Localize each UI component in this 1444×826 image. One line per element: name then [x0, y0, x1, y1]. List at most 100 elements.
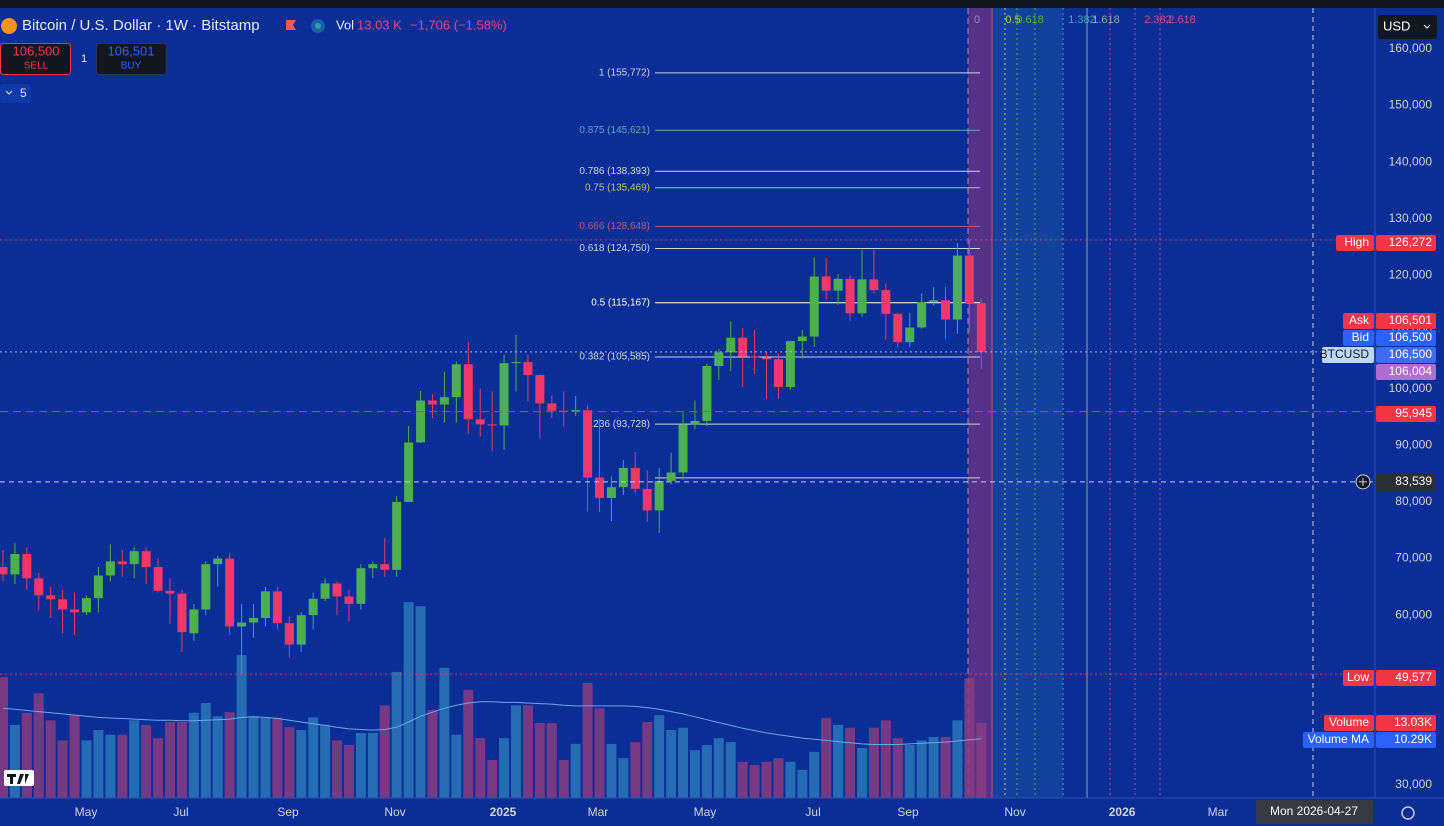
volume-bar: [570, 743, 581, 798]
candle-body: [225, 558, 235, 627]
indicator-count[interactable]: 5: [20, 86, 27, 100]
volume-bar: [976, 722, 987, 798]
candle-body: [511, 362, 521, 364]
candle-body: [153, 567, 163, 591]
volume-label-name: Volume: [1329, 715, 1369, 729]
x-tick-label: May: [694, 805, 717, 819]
candle-body: [666, 472, 676, 481]
volume-bar: [833, 724, 844, 798]
price-label-name: BTCUSD: [1320, 347, 1370, 361]
price-label-box: [1376, 406, 1436, 422]
candle-body: [463, 364, 473, 420]
candle-body: [833, 278, 843, 291]
candle-body: [34, 578, 44, 596]
candle-body: [714, 352, 724, 366]
candle-body: [762, 357, 772, 360]
fib-level-label: 0.618 (124,750): [579, 243, 650, 254]
chevron[interactable]: [1423, 24, 1431, 29]
volume-bar: [773, 758, 784, 798]
y-tick-label: 140,000: [1389, 154, 1433, 168]
symbol-title: Bitcoin / U.S. Dollar · 1W · Bitstamp: [22, 17, 260, 34]
volume-bar: [558, 759, 569, 798]
volume-bar: [654, 715, 665, 798]
currency-select[interactable]: [1378, 15, 1437, 39]
buy-price[interactable]: 106,501: [108, 43, 155, 58]
volume-bar: [749, 765, 760, 798]
price-label-value: 106,501: [1389, 313, 1433, 327]
price-label-box: [1376, 235, 1436, 251]
price-label-name-box: [1322, 347, 1374, 363]
logo-mark[interactable]: [7, 774, 29, 784]
volume-bar: [284, 727, 295, 798]
candle-body: [439, 397, 449, 405]
candle-body: [702, 365, 712, 421]
price-label-box: [1376, 347, 1436, 363]
time-fib-label: 0.618: [1016, 14, 1044, 26]
y-tick-label: 60,000: [1395, 607, 1432, 621]
candle-body: [523, 362, 533, 376]
candle-body: [10, 553, 20, 575]
volume-bar: [510, 705, 521, 798]
candle-body: [332, 583, 342, 597]
x-tick-label: 2025: [490, 805, 517, 819]
status-dot: [315, 23, 321, 29]
candle-body: [272, 591, 282, 624]
volume-bar: [129, 720, 140, 798]
volume-bar: [379, 705, 390, 798]
candle-body: [368, 564, 378, 569]
sell-button[interactable]: [0, 43, 71, 75]
candle-body: [260, 591, 270, 618]
volume-bar: [546, 723, 557, 798]
volume-bar: [21, 712, 32, 798]
x-tick-label: Jul: [173, 805, 188, 819]
candle-body: [249, 617, 259, 623]
candle-body: [881, 290, 891, 314]
volume-bar: [737, 761, 748, 798]
volume-bar: [928, 736, 939, 798]
volume-pane: [0, 602, 987, 798]
candle-body: [893, 313, 903, 343]
chevron[interactable]: [5, 90, 13, 95]
volume-bar: [606, 743, 617, 798]
price-label-name: High: [1344, 235, 1369, 249]
x-tick-label: Sep: [277, 805, 299, 819]
time-fib-label: 2.618: [1168, 14, 1196, 26]
vol-label: Vol: [336, 17, 354, 32]
indicator-toggle[interactable]: [0, 84, 31, 103]
fib-level-label: 0.236 (93,728): [585, 419, 650, 430]
fib-retracement: 1 (155,772) 0.875 (145,621) 0.786 (138,393…: [579, 14, 1196, 479]
candle-body: [595, 477, 605, 498]
candle-body: [618, 467, 628, 488]
candle-body: [451, 364, 461, 398]
volume-bar: [391, 671, 402, 798]
price-label-name-box: [1336, 235, 1374, 251]
buy-label[interactable]: BUY: [121, 61, 142, 72]
candle-body: [320, 583, 330, 599]
volume-label-name-box: [1324, 715, 1374, 731]
settings-icon[interactable]: [1401, 806, 1415, 820]
x-tick-label: Mar: [1208, 805, 1229, 819]
sell-price[interactable]: 106,500: [13, 43, 60, 58]
sell-label[interactable]: SELL: [24, 61, 49, 72]
candle-body: [535, 375, 545, 404]
quantity[interactable]: 1: [81, 53, 87, 65]
candle-body: [416, 400, 426, 443]
price-label-name: Low: [1347, 670, 1369, 684]
volume-bar: [821, 717, 832, 798]
volume-bar: [117, 734, 128, 798]
flag-icon[interactable]: [286, 20, 296, 30]
candle-body: [296, 615, 306, 645]
volume-bar: [701, 745, 712, 798]
buy-button[interactable]: [96, 43, 167, 75]
volume-bar: [952, 720, 963, 798]
currency[interactable]: USD: [1383, 18, 1410, 33]
volume-bar: [761, 761, 772, 798]
volume-bar: [165, 721, 176, 798]
volume-bar: [666, 730, 677, 798]
crosshair-date: Mon 2026-04-27: [1270, 804, 1358, 818]
candle-body: [70, 609, 80, 613]
volume-bar: [296, 730, 307, 798]
y-tick-label: 160,000: [1389, 41, 1433, 55]
volume-label-box: [1376, 732, 1436, 748]
candle-body: [117, 561, 127, 565]
